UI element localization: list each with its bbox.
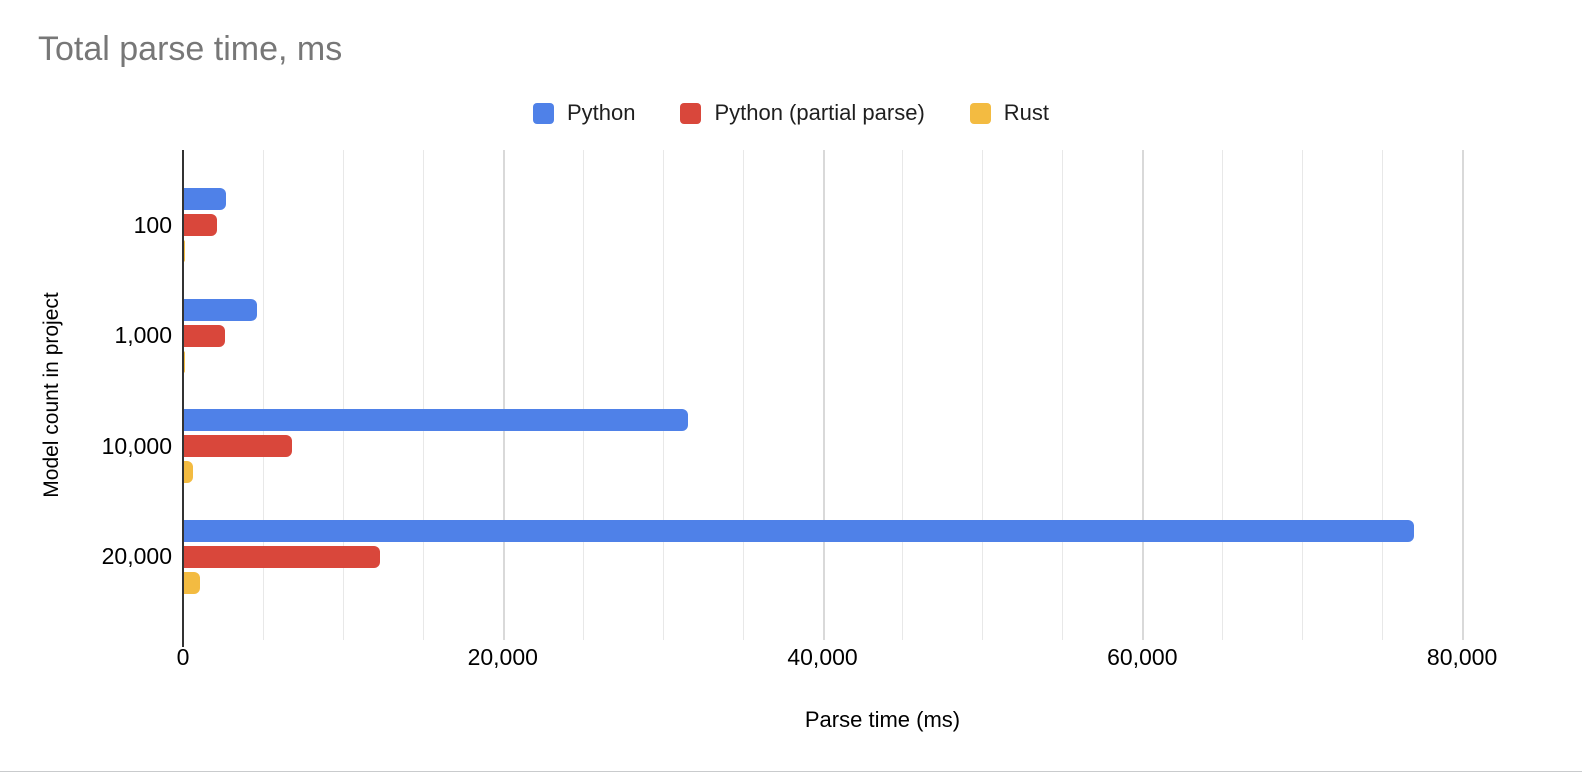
minor-gridline-45000: [902, 150, 904, 640]
legend-label: Rust: [1003, 100, 1050, 125]
legend-item-python-partial-parse: Python (partial parse): [680, 100, 925, 126]
legend-swatch-python: [532, 102, 554, 124]
bar-rust-100: [183, 240, 185, 263]
y-tick-label-10-000: 10,000: [101, 432, 172, 459]
minor-gridline-5000: [262, 150, 264, 640]
bar-python-partial-parse-10-000: [183, 435, 292, 458]
major-gridline-60000: [1142, 150, 1145, 640]
y-tick-label-1-000: 1,000: [114, 322, 172, 349]
bar-python-100: [183, 188, 227, 211]
bar-group-100: [183, 170, 1582, 281]
bar-rows: [183, 170, 1582, 612]
chart-legend: Python Python (partial parse) Rust: [0, 100, 1582, 126]
major-gridline-80000: [1462, 150, 1465, 640]
legend-item-python: Python: [532, 100, 636, 126]
bar-group-20-000: [183, 502, 1582, 613]
minor-gridline-25000: [582, 150, 584, 640]
minor-gridline-75000: [1382, 150, 1384, 640]
chart-title: Total parse time, ms: [38, 30, 343, 68]
legend-item-rust: Rust: [969, 100, 1050, 126]
bar-rust-1-000: [183, 350, 186, 373]
minor-gridline-10000: [342, 150, 344, 640]
minor-gridline-50000: [982, 150, 984, 640]
minor-gridline-70000: [1302, 150, 1304, 640]
legend-swatch-python-partial-parse: [680, 102, 702, 124]
bar-python-10-000: [183, 409, 689, 432]
bar-rust-20-000: [183, 571, 200, 594]
x-tick-label-40-000: 40,000: [787, 644, 858, 670]
minor-gridline-30000: [662, 150, 664, 640]
page-bottom-border: [0, 771, 1582, 772]
bar-python-partial-parse-1-000: [183, 324, 225, 347]
bar-python-1-000: [183, 298, 257, 321]
bar-python-20-000: [183, 519, 1415, 542]
y-tick-labels: 100 1,000 10,000 20,000: [0, 170, 172, 612]
major-gridline-20000: [502, 150, 505, 640]
y-axis-line: [182, 150, 184, 647]
x-axis-title: Parse time (ms): [804, 707, 961, 732]
legend-label: Python: [566, 100, 636, 125]
plot-area: [183, 150, 1582, 640]
bar-python-partial-parse-20-000: [183, 545, 380, 568]
minor-gridline-65000: [1222, 150, 1224, 640]
x-tick-label-20-000: 20,000: [467, 644, 538, 670]
bar-group-10-000: [183, 391, 1582, 502]
bar-group-1-000: [183, 281, 1582, 392]
bar-rust-10-000: [183, 461, 193, 484]
x-tick-label-80-000: 80,000: [1426, 644, 1498, 670]
major-gridline-40000: [822, 150, 825, 640]
y-tick-label-20-000: 20,000: [101, 543, 172, 570]
legend-label: Python (partial parse): [714, 100, 925, 125]
bar-python-partial-parse-100: [183, 214, 217, 237]
y-tick-label-100: 100: [133, 211, 172, 238]
x-tick-label-0: 0: [176, 644, 190, 670]
minor-gridline-15000: [422, 150, 424, 640]
minor-gridline-35000: [742, 150, 744, 640]
minor-gridline-55000: [1062, 150, 1064, 640]
x-tick-label-60-000: 60,000: [1107, 644, 1178, 670]
legend-swatch-rust: [969, 102, 991, 124]
